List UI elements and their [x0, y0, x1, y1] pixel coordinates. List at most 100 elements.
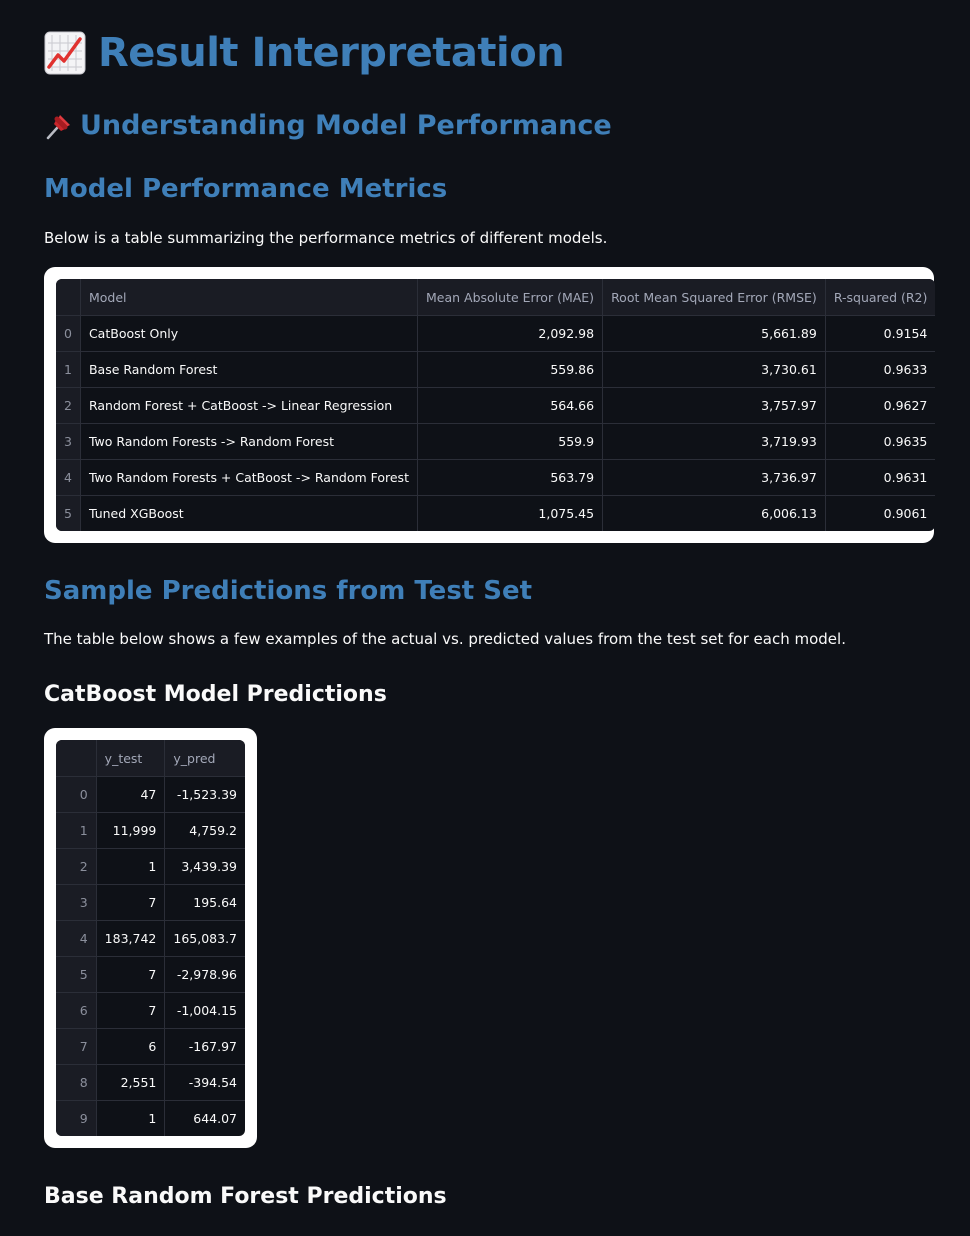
row-index[interactable]: 5: [56, 495, 81, 531]
cell-y-test[interactable]: 1: [96, 1100, 166, 1136]
cell-y-pred[interactable]: -394.54: [164, 1064, 245, 1101]
metrics-heading: Model Performance Metrics: [44, 174, 448, 204]
row-index[interactable]: 2: [56, 848, 97, 885]
cell-rmse[interactable]: 3,757.97: [602, 387, 826, 424]
table-row[interactable]: 5 Tuned XGBoost 1,075.45 6,006.13 0.9061: [56, 495, 936, 531]
cell-y-pred[interactable]: 4,759.2: [164, 812, 245, 849]
column-header-y-test[interactable]: y_test: [96, 740, 166, 777]
table-row[interactable]: 0 47 -1,523.39: [56, 776, 245, 813]
table-header-row: y_test y_pred: [56, 740, 245, 777]
row-index[interactable]: 6: [56, 992, 97, 1029]
cell-y-pred[interactable]: -1,004.15: [164, 992, 245, 1029]
table-row[interactable]: 1 11,999 4,759.2: [56, 812, 245, 849]
row-index[interactable]: 1: [56, 351, 81, 388]
table-row[interactable]: 0 CatBoost Only 2,092.98 5,661.89 0.9154: [56, 315, 936, 352]
cell-y-test[interactable]: 47: [96, 776, 166, 813]
table-row[interactable]: 1 Base Random Forest 559.86 3,730.61 0.9633: [56, 351, 936, 388]
cell-y-pred[interactable]: -167.97: [164, 1028, 245, 1065]
table-row[interactable]: 3 7 195.64: [56, 884, 245, 921]
cell-model[interactable]: CatBoost Only: [80, 315, 418, 352]
cell-rmse[interactable]: 3,730.61: [602, 351, 826, 388]
cell-y-pred[interactable]: 165,083.7: [164, 920, 245, 957]
cell-y-pred[interactable]: -1,523.39: [164, 776, 245, 813]
row-index[interactable]: 3: [56, 884, 97, 921]
cell-mae[interactable]: 564.66: [417, 387, 604, 424]
pushpin-icon: [44, 111, 74, 141]
table-header-row: Model Mean Absolute Error (MAE) Root Mea…: [56, 279, 936, 316]
cell-r2[interactable]: 0.9631: [825, 459, 936, 496]
table-row[interactable]: 4 183,742 165,083.7: [56, 920, 245, 957]
cell-y-pred[interactable]: 3,439.39: [164, 848, 245, 885]
column-header-r2[interactable]: R-squared (R2): [825, 279, 936, 316]
table-row[interactable]: 3 Two Random Forests -> Random Forest 559.…: [56, 423, 936, 460]
row-index[interactable]: 4: [56, 459, 81, 496]
column-header-model[interactable]: Model: [80, 279, 418, 316]
page-title-text: Result Interpretation: [98, 30, 565, 76]
metrics-table-frame: Model Mean Absolute Error (MAE) Root Mea…: [44, 267, 936, 543]
cell-r2[interactable]: 0.9154: [825, 315, 936, 352]
cell-rmse[interactable]: 3,719.93: [602, 423, 826, 460]
row-index[interactable]: 5: [56, 956, 97, 993]
chart-increasing-icon: [44, 31, 86, 75]
column-header-y-pred[interactable]: y_pred: [164, 740, 245, 777]
subtitle-text: Understanding Model Performance: [80, 110, 612, 141]
row-index[interactable]: 9: [56, 1100, 97, 1136]
column-header-rmse[interactable]: Root Mean Squared Error (RMSE): [602, 279, 826, 316]
cell-mae[interactable]: 559.9: [417, 423, 604, 460]
cell-y-test[interactable]: 6: [96, 1028, 166, 1065]
table-row[interactable]: 4 Two Random Forests + CatBoost -> Random…: [56, 459, 936, 496]
cell-y-pred[interactable]: 195.64: [164, 884, 245, 921]
row-index[interactable]: 7: [56, 1028, 97, 1065]
table-row[interactable]: 2 Random Forest + CatBoost -> Linear Regr…: [56, 387, 936, 424]
page-title: Result Interpretation: [44, 30, 565, 76]
row-index[interactable]: 0: [56, 776, 97, 813]
metrics-table[interactable]: Model Mean Absolute Error (MAE) Root Mea…: [56, 279, 936, 531]
row-index[interactable]: 0: [56, 315, 81, 352]
cell-model[interactable]: Tuned XGBoost: [80, 495, 418, 531]
table-row[interactable]: 7 6 -167.97: [56, 1028, 245, 1065]
catboost-predictions-table[interactable]: y_test y_pred 0 47 -1,523.39 1 11,999 4,759.2…: [56, 740, 245, 1136]
cell-rmse[interactable]: 3,736.97: [602, 459, 826, 496]
row-index[interactable]: 2: [56, 387, 81, 424]
table-row[interactable]: 2 1 3,439.39: [56, 848, 245, 885]
column-header-mae[interactable]: Mean Absolute Error (MAE): [417, 279, 604, 316]
cell-r2[interactable]: 0.9635: [825, 423, 936, 460]
cell-model[interactable]: Random Forest + CatBoost -> Linear Regre…: [80, 387, 418, 424]
cell-mae[interactable]: 2,092.98: [417, 315, 604, 352]
predictions-description: The table below shows a few examples of …: [44, 630, 846, 648]
cell-mae[interactable]: 563.79: [417, 459, 604, 496]
cell-rmse[interactable]: 5,661.89: [602, 315, 826, 352]
row-index[interactable]: 8: [56, 1064, 97, 1101]
index-header[interactable]: [56, 279, 81, 316]
cell-rmse[interactable]: 6,006.13: [602, 495, 826, 531]
table-row[interactable]: 9 1 644.07: [56, 1100, 245, 1136]
cell-y-test[interactable]: 183,742: [96, 920, 166, 957]
cell-model[interactable]: Two Random Forests -> Random Forest: [80, 423, 418, 460]
cell-model[interactable]: Base Random Forest: [80, 351, 418, 388]
cell-r2[interactable]: 0.9061: [825, 495, 936, 531]
random-forest-predictions-heading: Base Random Forest Predictions: [44, 1184, 447, 1209]
cell-r2[interactable]: 0.9627: [825, 387, 936, 424]
cell-r2[interactable]: 0.9633: [825, 351, 936, 388]
cell-y-test[interactable]: 7: [96, 956, 166, 993]
cell-y-test[interactable]: 2,551: [96, 1064, 166, 1101]
cell-y-pred[interactable]: -2,978.96: [164, 956, 245, 993]
table-row[interactable]: 6 7 -1,004.15: [56, 992, 245, 1029]
cell-mae[interactable]: 559.86: [417, 351, 604, 388]
table-row[interactable]: 8 2,551 -394.54: [56, 1064, 245, 1101]
row-index[interactable]: 3: [56, 423, 81, 460]
cell-y-test[interactable]: 11,999: [96, 812, 166, 849]
predictions-heading: Sample Predictions from Test Set: [44, 576, 533, 606]
cell-y-test[interactable]: 7: [96, 884, 166, 921]
index-header[interactable]: [56, 740, 97, 777]
row-index[interactable]: 1: [56, 812, 97, 849]
cell-mae[interactable]: 1,075.45: [417, 495, 604, 531]
cell-y-test[interactable]: 7: [96, 992, 166, 1029]
cell-model[interactable]: Two Random Forests + CatBoost -> Random …: [80, 459, 418, 496]
cell-y-test[interactable]: 1: [96, 848, 166, 885]
row-index[interactable]: 4: [56, 920, 97, 957]
table-row[interactable]: 5 7 -2,978.96: [56, 956, 245, 993]
catboost-predictions-heading: CatBoost Model Predictions: [44, 682, 387, 707]
cell-y-pred[interactable]: 644.07: [164, 1100, 245, 1136]
